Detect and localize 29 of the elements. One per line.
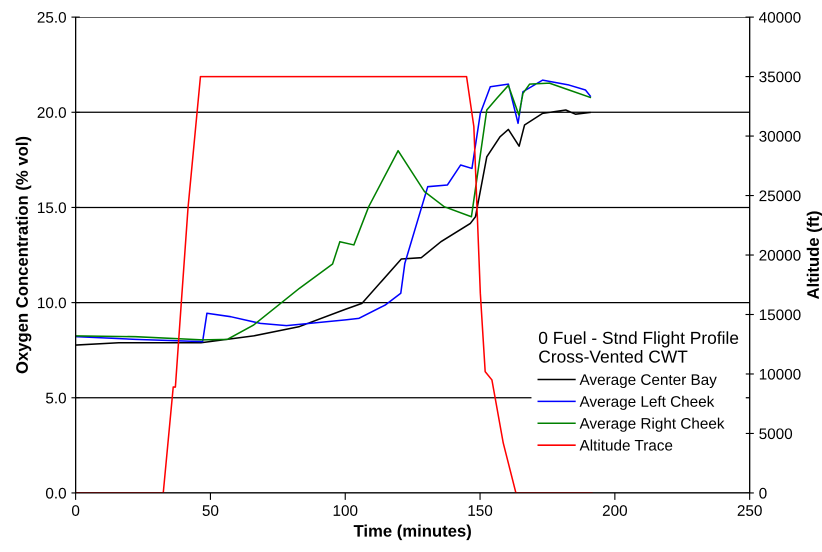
x-axis-title: Time (minutes)	[354, 524, 471, 540]
y-tick-label: 0.0	[46, 488, 66, 499]
x-tick-label: 150	[468, 505, 492, 516]
x-tick-label: 100	[334, 505, 358, 516]
y2-tick-label: 30000	[759, 130, 801, 142]
legend-title: 0 Fuel - Stnd Flight Profile Cross-Vented CWT	[538, 331, 738, 363]
y-tick-label: 25.0	[38, 12, 66, 23]
y-axis-title: Oxygen Concentration (% vol)	[16, 136, 32, 374]
x-tick-label: 250	[738, 505, 762, 516]
y-tick-label: 15.0	[38, 202, 66, 214]
y2-tick-label: 35000	[759, 71, 801, 82]
legend-label: Altitude Trace	[580, 439, 672, 451]
legend-label: Average Right Cheek	[580, 418, 725, 432]
y2-tick-label: 0	[759, 488, 767, 499]
y-tick-label: 10.0	[38, 297, 66, 308]
y-tick-label: 20.0	[38, 107, 66, 118]
y2-axis-title: Altitude (ft)	[806, 211, 822, 300]
legend-label: Average Center Bay	[580, 374, 717, 388]
y2-tick-label: 40000	[759, 12, 801, 23]
x-tick-label: 50	[202, 505, 218, 516]
x-tick-label: 200	[602, 505, 628, 516]
legend-label: Average Left Cheek	[580, 396, 714, 410]
x-tick-label: 0	[72, 505, 80, 516]
y2-tick-label: 20000	[759, 250, 801, 261]
y2-tick-label: 10000	[760, 368, 801, 380]
y2-tick-label: 5000	[759, 428, 792, 440]
y2-tick-label: 25000	[759, 190, 801, 202]
y-tick-label: 5.0	[46, 392, 66, 404]
y2-tick-label: 15000	[760, 309, 801, 320]
